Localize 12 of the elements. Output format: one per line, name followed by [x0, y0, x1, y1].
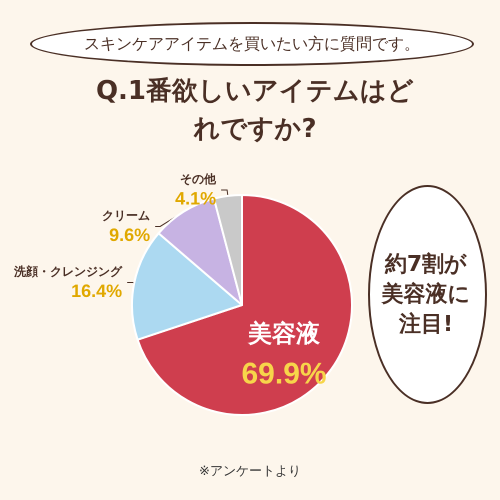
slice-label: その他 [180, 172, 218, 186]
data-label: 4.1% [175, 188, 216, 208]
text: ※アンケートより [198, 463, 302, 480]
slice-label: クリーム [102, 208, 150, 222]
slice-label: 洗顔・クレンジング [13, 264, 124, 279]
text: 約7割が美容液に注目! [380, 251, 472, 339]
data-label: 16.4% [71, 281, 122, 302]
data-label: 9.6% [109, 224, 150, 245]
chart-subtitle: スキンケアアイテムを買いたい方に質問です。 [30, 22, 474, 66]
data-label: 69.9% [241, 357, 327, 390]
slice-label: 美容液 [247, 319, 322, 348]
chart-title: Q.1番欲しいアイテムはどれですか? [94, 75, 416, 146]
